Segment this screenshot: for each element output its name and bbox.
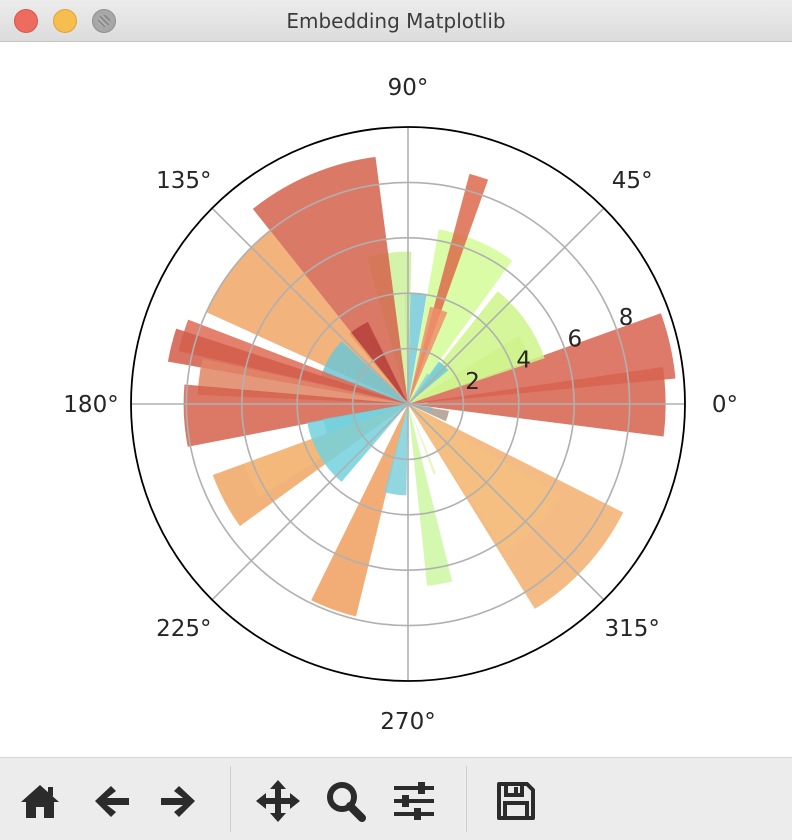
forward-button[interactable] (152, 778, 204, 824)
toolbar-separator (230, 766, 231, 832)
maximize-window-button[interactable] (92, 9, 116, 33)
toolbar-separator (466, 766, 467, 832)
arrow-right-icon (161, 786, 195, 817)
polar-bar-6 (408, 373, 431, 404)
theta-tick-label-5: 225° (156, 616, 211, 642)
zoom-icon (327, 782, 366, 822)
theta-tick-label-1: 45° (612, 168, 653, 194)
minimize-window-button[interactable] (53, 9, 77, 33)
angular-gridline-5 (211, 403, 409, 601)
polar-bar-17 (178, 319, 408, 404)
sliders-icon (394, 782, 434, 820)
label-layer: 0° 45° 90° 135° 180° 225° 270° 315° 2 4 6 8 (63, 75, 738, 735)
theta-tick-label-0: 0° (712, 392, 738, 418)
arrow-left-icon (95, 786, 129, 817)
home-icon (21, 785, 59, 818)
angular-gridline-3 (211, 207, 409, 405)
zoom-button[interactable] (320, 778, 372, 824)
window-title: Embedding Matplotlib (286, 9, 506, 33)
grid-layer (130, 126, 686, 682)
configure-subplots-button[interactable] (388, 778, 440, 824)
r-tick-label-1: 4 (516, 348, 531, 374)
polar-bar-25 (311, 404, 408, 617)
bars-layer (167, 156, 676, 617)
polar-spine (130, 126, 686, 682)
polar-bar-18 (167, 328, 408, 404)
polar-bar-27 (408, 404, 453, 586)
plot-canvas[interactable]: 0° 45° 90° 135° 180° 225° 270° 315° 2 4 6 8 (0, 43, 792, 757)
home-button[interactable] (14, 778, 66, 824)
r-tick-label-0: 2 (465, 369, 480, 395)
close-window-button[interactable] (14, 9, 38, 33)
polar-bar-20 (183, 384, 408, 447)
theta-tick-label-2: 90° (388, 75, 429, 101)
polar-bar-31 (408, 404, 449, 422)
polar-bar-16 (320, 341, 408, 404)
polar-bar-3 (408, 291, 545, 404)
save-icon (497, 782, 535, 820)
r-tick-label-2: 6 (568, 326, 583, 352)
polar-bar-24 (307, 404, 408, 482)
polar-bar-28 (408, 404, 437, 475)
theta-tick-label-7: 315° (604, 616, 659, 642)
angular-gridline-7 (407, 403, 605, 601)
polar-bar-13 (349, 321, 408, 404)
navigation-toolbar (0, 757, 792, 840)
save-button[interactable] (490, 778, 542, 824)
polar-bar-4 (408, 229, 513, 404)
angular-gridline-1 (407, 207, 605, 405)
polar-bar-32 (408, 404, 433, 412)
move-icon (256, 780, 300, 822)
pan-button[interactable] (252, 778, 304, 824)
theta-tick-label-6: 270° (380, 709, 435, 735)
back-button[interactable] (86, 778, 138, 824)
polar-bar-chart[interactable]: 0° 45° 90° 135° 180° 225° 270° 315° 2 4 6 8 (0, 43, 792, 757)
theta-tick-label-3: 135° (156, 168, 211, 194)
theta-tick-label-4: 180° (63, 392, 118, 418)
polar-bar-8 (408, 306, 448, 404)
polar-bar-26 (384, 404, 408, 496)
r-tick-label-3: 8 (619, 305, 634, 331)
title-bar: Embedding Matplotlib (0, 0, 792, 42)
